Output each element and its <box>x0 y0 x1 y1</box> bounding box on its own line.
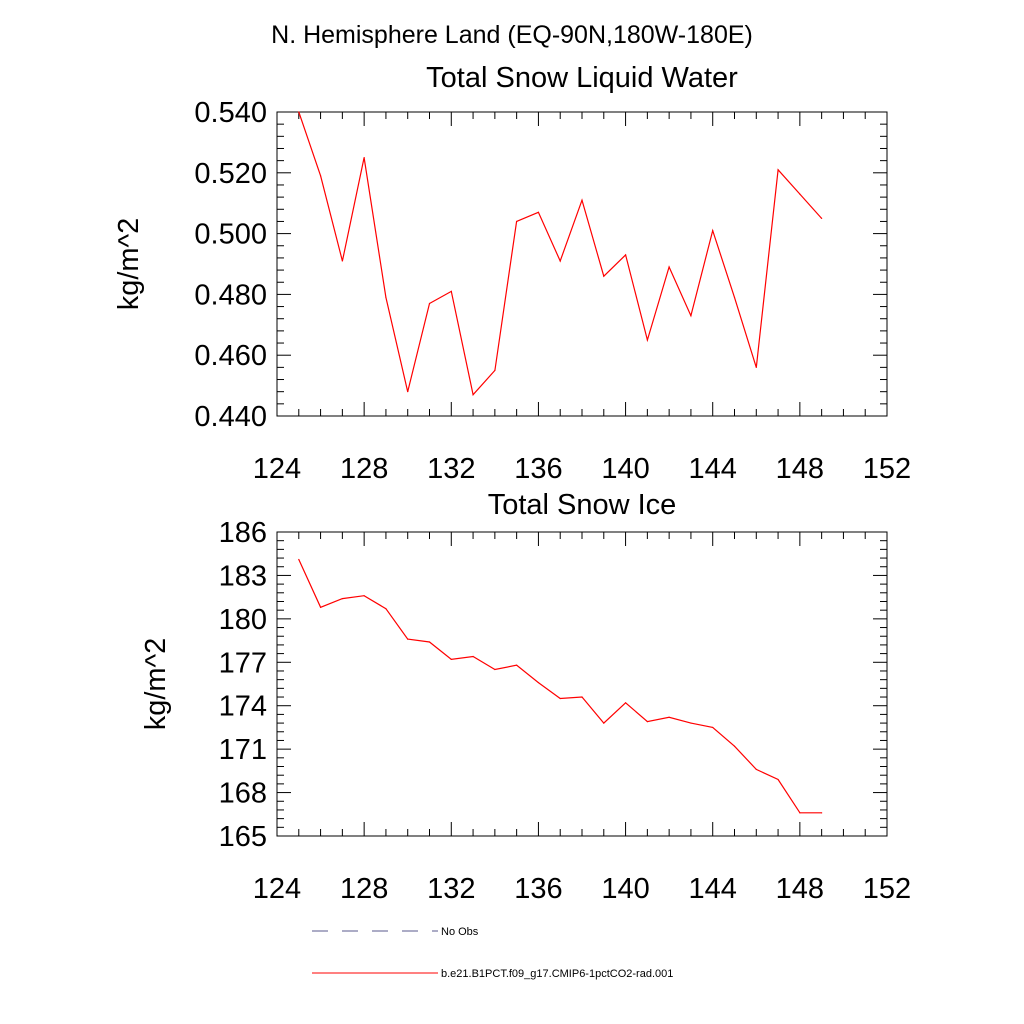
y-axis-label: kg/m^2 <box>113 218 145 311</box>
data-point <box>472 394 474 396</box>
x-tick-label: 124 <box>253 453 301 485</box>
x-tick-label: 132 <box>427 453 475 485</box>
y-tick-label: 0.480 <box>194 279 267 311</box>
data-point <box>581 199 583 201</box>
legend-entry-no-obs: No Obs <box>312 926 479 938</box>
x-tick-label: 136 <box>514 873 562 905</box>
figure-title: N. Hemisphere Land (EQ-90N,180W-180E) <box>271 21 753 49</box>
x-tick-label: 140 <box>601 873 649 905</box>
y-tick-label: 0.540 <box>194 97 267 129</box>
legend-label-no-obs: No Obs <box>441 926 479 938</box>
data-point <box>624 254 627 256</box>
x-tick-label: 128 <box>340 873 388 905</box>
data-point <box>777 778 779 781</box>
data-point <box>755 768 757 771</box>
y-tick-label: 0.520 <box>194 158 267 190</box>
data-point <box>363 157 365 159</box>
data-point <box>363 595 365 597</box>
x-tick-label: 148 <box>776 453 824 485</box>
data-point <box>733 745 736 747</box>
data-point <box>559 260 561 262</box>
data-point <box>799 812 801 814</box>
panel-snow-ice: Total Snow Ice kg/m^2 124 128 132 136 140 144 14… <box>140 489 911 905</box>
y-axis-label: kg/m^2 <box>140 638 172 731</box>
y-tick-label: 186 <box>219 517 267 549</box>
data-point <box>712 229 714 232</box>
data-point <box>516 664 518 666</box>
x-tick-label: 136 <box>514 453 562 485</box>
data-point <box>712 726 714 729</box>
data-point <box>516 220 518 223</box>
data-point <box>472 655 474 658</box>
x-tick-label: 140 <box>601 453 649 485</box>
x-tick-label: 128 <box>340 453 388 485</box>
data-point <box>821 217 823 219</box>
data-point <box>537 681 540 684</box>
data-point <box>581 696 583 698</box>
data-point <box>450 290 452 292</box>
y-tick-label: 180 <box>219 604 267 636</box>
data-point <box>428 641 431 643</box>
y-tick-label: 168 <box>219 778 267 810</box>
data-point <box>603 722 605 724</box>
data-point <box>319 606 322 608</box>
y-tick-label: 0.460 <box>194 340 267 372</box>
x-tick-label: 132 <box>427 873 475 905</box>
data-point <box>298 111 300 113</box>
data-point <box>690 722 692 724</box>
data-point <box>407 391 409 393</box>
data-point <box>450 658 452 660</box>
data-point <box>428 302 431 305</box>
data-point <box>690 315 692 317</box>
y-tick-label: 174 <box>219 691 267 723</box>
y-tick-label: 171 <box>219 734 267 766</box>
data-point <box>494 369 496 371</box>
legend-label-model: b.e21.B1PCT.f09_g17.CMIP6-1pctCO2-rad.00… <box>441 968 673 980</box>
data-point <box>668 266 670 268</box>
data-point <box>646 339 648 341</box>
data-point <box>341 597 343 600</box>
legend-entry-model: b.e21.B1PCT.f09_g17.CMIP6-1pctCO2-rad.00… <box>312 968 673 980</box>
data-point <box>385 608 387 610</box>
data-point <box>559 697 561 700</box>
x-tick-label: 152 <box>863 453 911 485</box>
panel-snow-liquid-water: Total Snow Liquid Water kg/m^2 124 128 132 13… <box>113 62 911 485</box>
data-point <box>777 169 779 171</box>
data-point <box>494 668 496 671</box>
panel-title: Total Snow Liquid Water <box>426 62 738 94</box>
data-point <box>733 296 736 299</box>
y-tick-label: 183 <box>219 560 267 592</box>
data-point <box>537 211 540 213</box>
data-point <box>385 296 387 299</box>
panel-title: Total Snow Ice <box>488 489 677 521</box>
data-point <box>668 716 670 718</box>
data-point <box>646 721 648 723</box>
y-tick-label: 0.440 <box>194 401 267 433</box>
x-tick-label: 124 <box>253 873 301 905</box>
legend: No Obs b.e21.B1PCT.f09_g17.CMIP6-1pctCO2… <box>312 926 673 980</box>
data-point <box>755 366 757 368</box>
x-tick-label: 152 <box>863 873 911 905</box>
data-point <box>603 275 605 277</box>
x-tick-label: 144 <box>689 453 737 485</box>
y-tick-label: 165 <box>219 821 267 853</box>
x-tick-label: 148 <box>776 873 824 905</box>
data-point <box>341 260 343 262</box>
y-tick-label: 177 <box>219 647 267 679</box>
data-point <box>624 702 627 704</box>
data-point <box>799 193 801 195</box>
x-tick-label: 144 <box>689 873 737 905</box>
data-point <box>319 175 322 177</box>
data-point <box>821 812 823 814</box>
y-tick-label: 0.500 <box>194 219 267 251</box>
data-point <box>298 558 300 561</box>
data-point <box>407 638 409 640</box>
